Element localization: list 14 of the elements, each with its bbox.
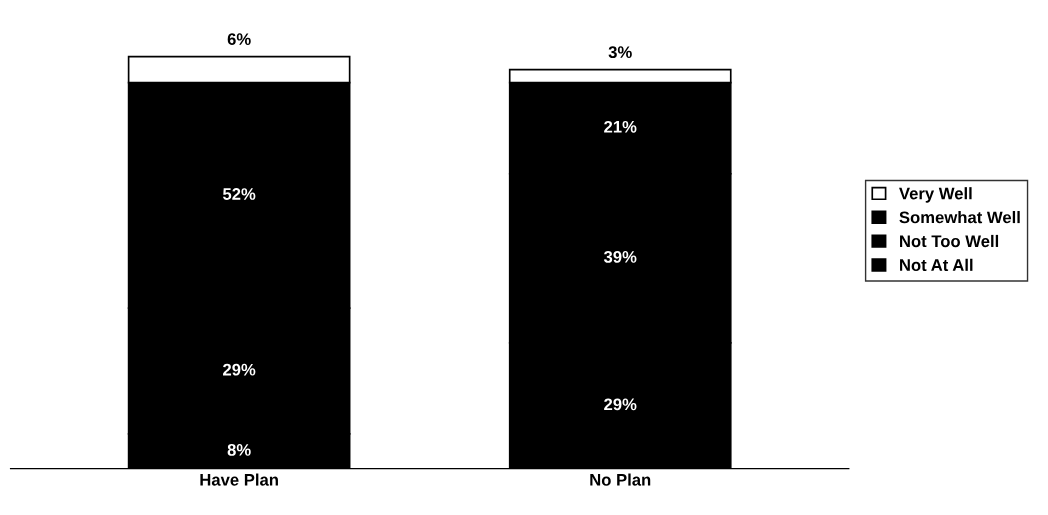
data-label: 6% <box>227 33 251 46</box>
data-label: 29% <box>223 363 256 376</box>
data-label: 8% <box>227 443 251 456</box>
legend-label: Not At All <box>900 258 973 271</box>
legend-label: Very Well <box>899 187 972 203</box>
legend-label: Somewhat Well <box>899 211 1020 224</box>
data-label: 29% <box>604 398 637 411</box>
x-tick-label: No Plan <box>590 473 651 486</box>
data-label: 21% <box>604 120 637 133</box>
data-label: 52% <box>222 188 256 200</box>
data-label: 3% <box>608 46 632 59</box>
x-tick-label: Have Plan <box>200 473 278 486</box>
legend-label: Not Too Well <box>900 234 999 248</box>
data-label: 39% <box>603 250 637 263</box>
